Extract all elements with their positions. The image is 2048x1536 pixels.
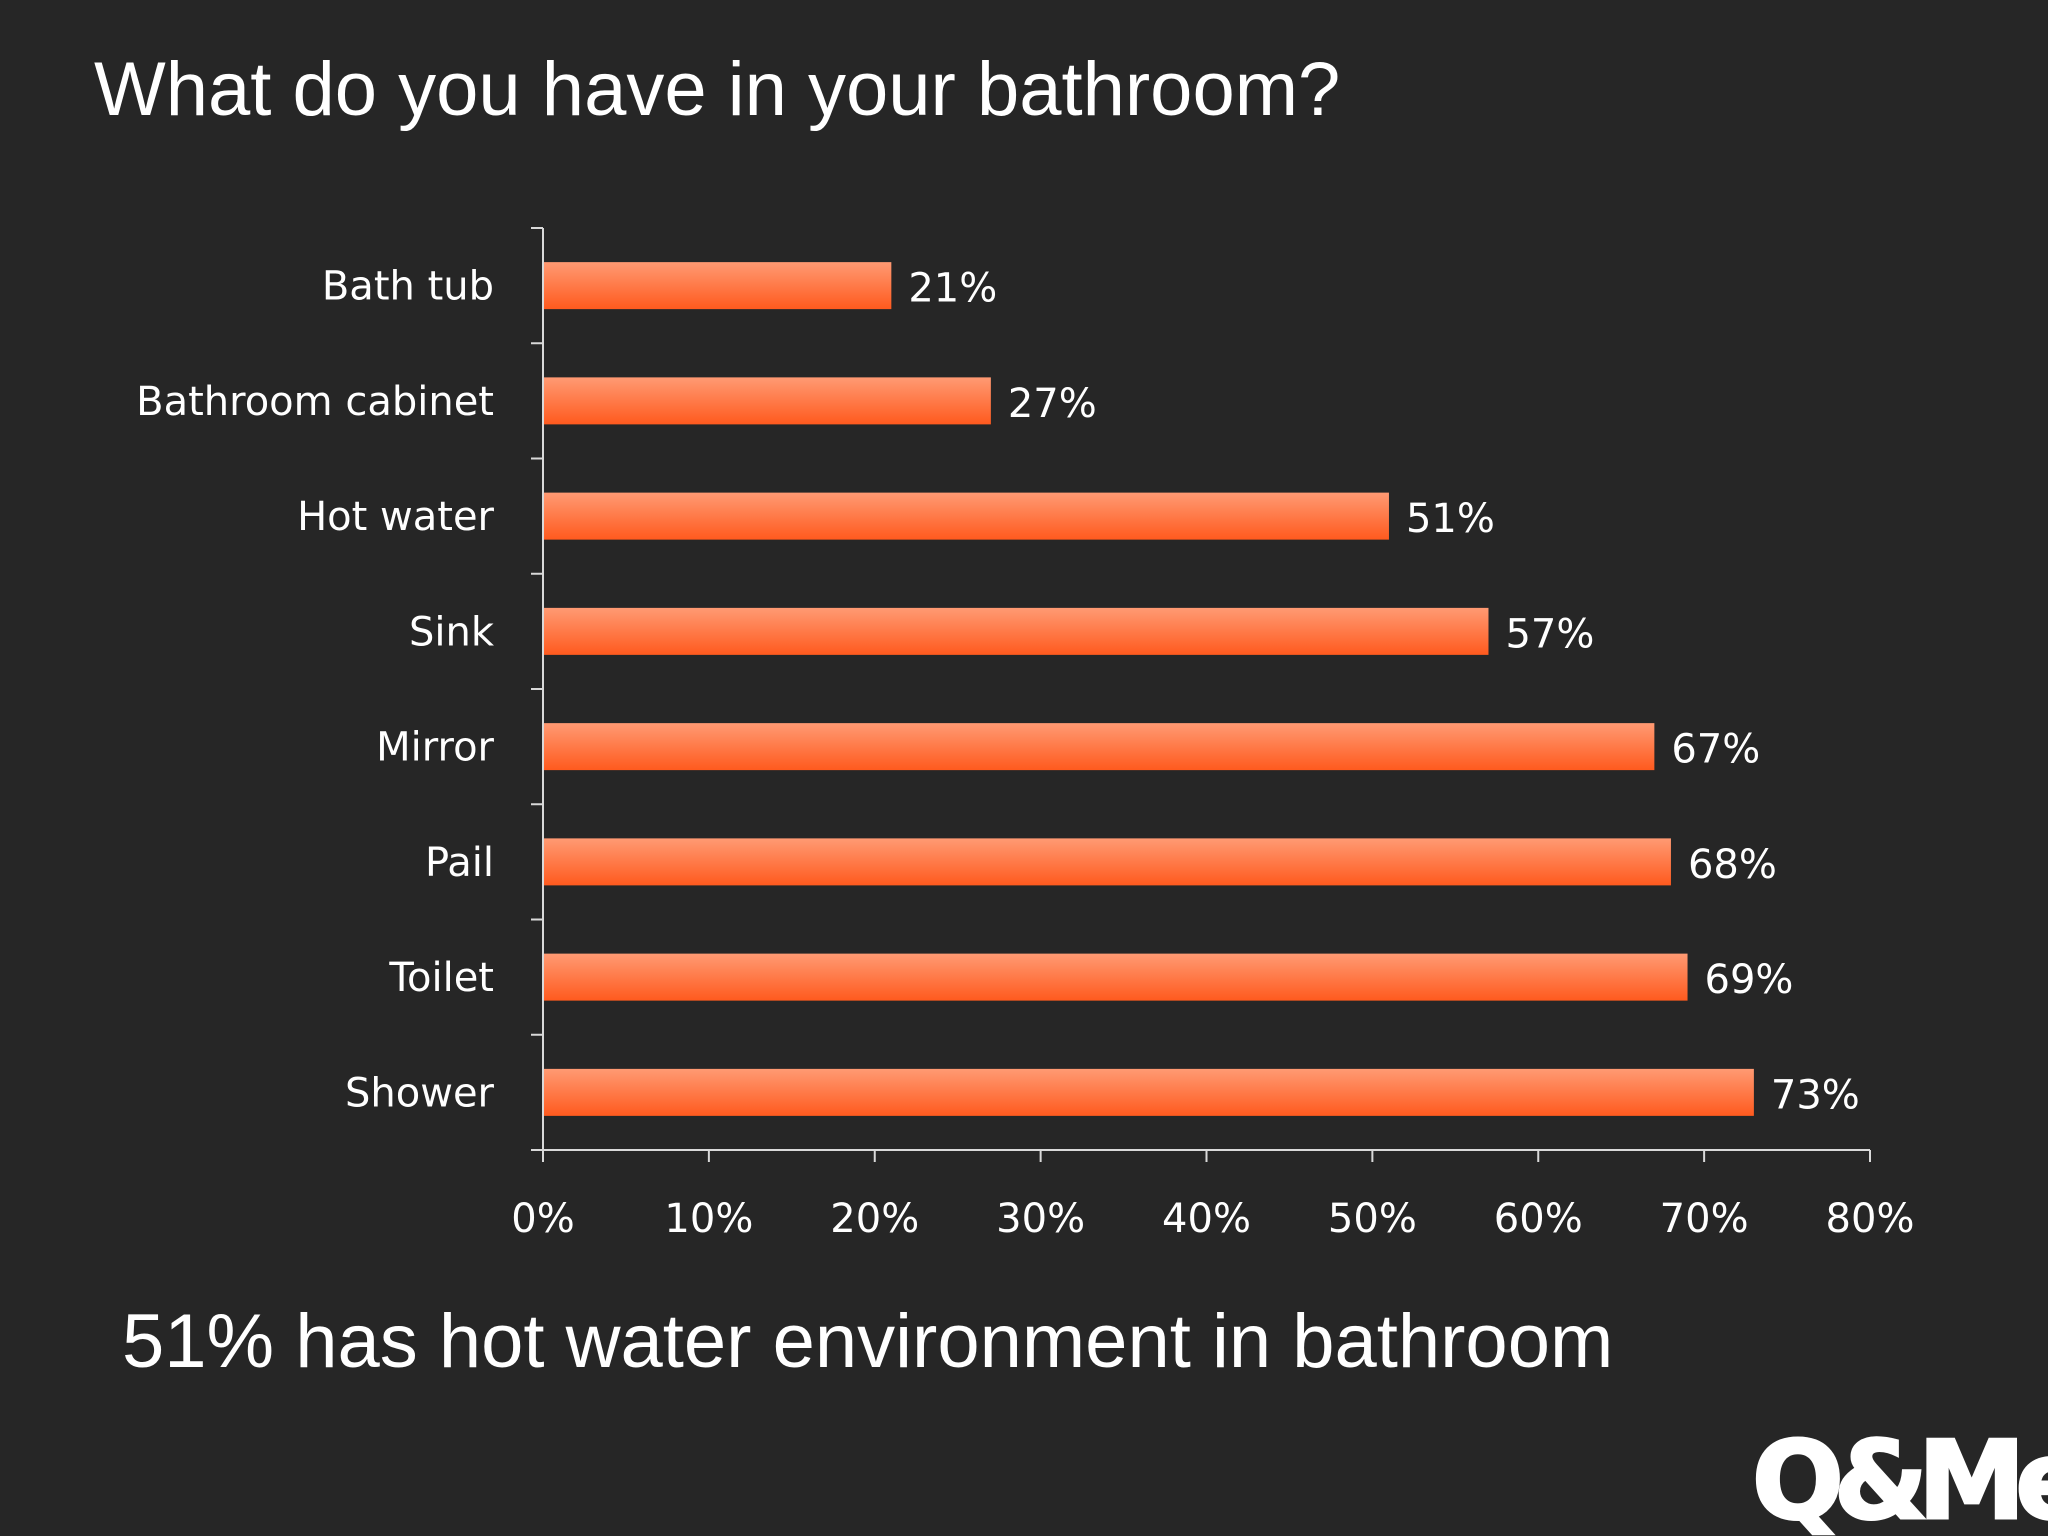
category-label: Sink [409, 609, 495, 655]
category-label: Bathroom cabinet [136, 379, 494, 425]
x-tick-label: 70% [1660, 1196, 1749, 1242]
value-label: 68% [1688, 842, 1777, 888]
value-label: 21% [908, 266, 997, 312]
x-tick-label: 10% [664, 1196, 753, 1242]
chart-labels: Bath tub 21% Bathroom cabinet 27% Hot water 5… [136, 264, 1860, 1119]
x-tick-label: 20% [830, 1196, 919, 1242]
category-label: Toilet [388, 955, 494, 1001]
value-label: 73% [1771, 1072, 1860, 1118]
x-tick-label: 0% [511, 1196, 574, 1242]
value-label: 57% [1505, 611, 1594, 657]
category-label: Bath tub [322, 264, 494, 310]
bar-toilet [544, 953, 1688, 1001]
chart-axes: 0% 10% 20% 30% 40% 50% 60% 70% 80% [511, 227, 1915, 1242]
value-label: 51% [1406, 496, 1495, 542]
category-label: Shower [345, 1070, 495, 1116]
slide-caption: 51% has hot water environment in bathroo… [122, 1299, 1614, 1384]
bar-shower [544, 1068, 1754, 1116]
x-tick-label: 50% [1328, 1196, 1417, 1242]
value-label: 67% [1671, 727, 1760, 773]
bar-bath-tub [544, 262, 892, 310]
qandme-logo: Q&Me [1752, 1418, 2048, 1536]
bar-bathroom-cabinet [544, 377, 991, 425]
svg-text:Q&Me: Q&Me [1752, 1419, 2048, 1536]
value-label: 69% [1705, 957, 1794, 1003]
bar-hot-water [544, 492, 1389, 540]
x-tick-label: 60% [1494, 1196, 1583, 1242]
x-tick-label: 40% [1162, 1196, 1251, 1242]
slide-title: What do you have in your bathroom? [94, 47, 1341, 132]
x-tick-label: 80% [1826, 1196, 1915, 1242]
category-label: Hot water [297, 494, 494, 540]
value-label: 27% [1008, 381, 1097, 427]
category-label: Pail [425, 840, 494, 886]
bar-pail [544, 838, 1671, 886]
bar-chart: 0% 10% 20% 30% 40% 50% 60% 70% 80% Bath tub 21%Ba… [136, 227, 1915, 1242]
chart-bars [544, 262, 1754, 1116]
bar-sink [544, 607, 1489, 655]
x-tick-label: 30% [996, 1196, 1085, 1242]
bar-mirror [544, 723, 1655, 771]
category-label: Mirror [376, 725, 494, 771]
